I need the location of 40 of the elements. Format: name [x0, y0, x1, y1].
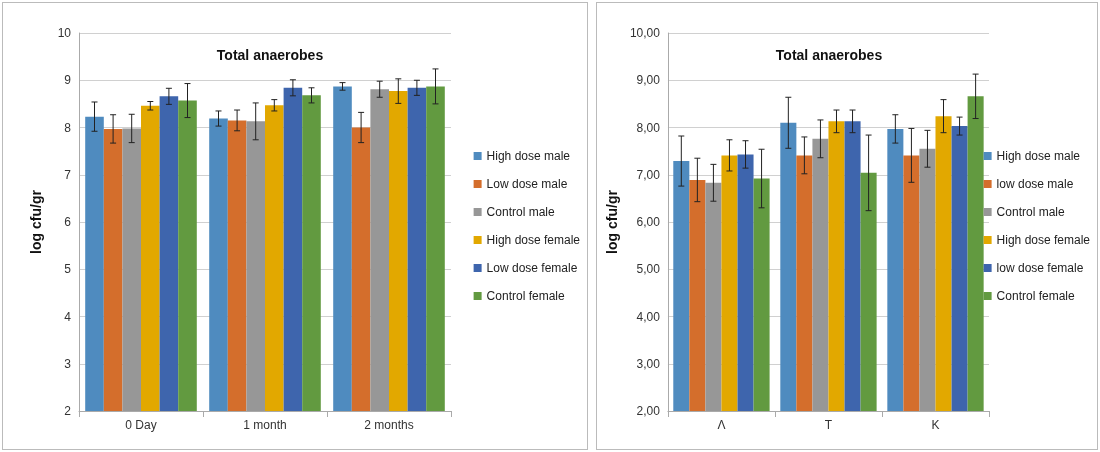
- x-tick-label: K: [931, 418, 940, 432]
- legend-label: low dose female: [996, 261, 1084, 275]
- y-tick-label: 3: [64, 356, 72, 371]
- x-tick-label: T: [824, 418, 833, 432]
- legend-label: High dose female: [486, 233, 581, 247]
- x-tick-label: 1 month: [243, 418, 287, 432]
- legend-label: High dose female: [996, 233, 1091, 247]
- y-tick-label: 8,00: [636, 120, 661, 135]
- legend-label: Control female: [996, 289, 1075, 303]
- y-tick-label: 8: [64, 120, 72, 135]
- y-tick-label: 9,00: [636, 73, 661, 88]
- y-tick-label: 5,00: [636, 262, 661, 277]
- y-tick-label: 10: [57, 26, 72, 40]
- legend-label: Control male: [996, 205, 1065, 219]
- y-tick-label: 10,00: [629, 26, 661, 40]
- y-axis-title: log cfu/gr: [604, 189, 620, 254]
- y-tick-label: 6: [64, 215, 72, 229]
- x-tick-label: Λ: [717, 418, 726, 432]
- legend-label: High dose male: [486, 149, 571, 163]
- x-tick-label: 2 months: [364, 418, 414, 432]
- y-tick-label: 4,00: [636, 309, 661, 324]
- x-tick-label: 0 Day: [125, 418, 157, 432]
- y-tick-label: 7,00: [636, 167, 661, 182]
- y-tick-label: 5: [64, 262, 72, 277]
- y-tick-label: 7: [64, 167, 72, 182]
- legend-label: Low dose male: [486, 177, 568, 191]
- y-tick-label: 6,00: [636, 215, 661, 229]
- legend-label: High dose male: [996, 149, 1081, 163]
- text: Total anaerobes: [216, 47, 324, 63]
- legend-label: Control female: [486, 289, 565, 303]
- legend-label: low dose male: [996, 177, 1074, 191]
- y-tick-label: 4: [64, 309, 72, 324]
- y-tick-label: 2,00: [636, 404, 661, 418]
- y-axis-title: log cfu/gr: [28, 189, 44, 254]
- text: Total anaerobes: [775, 47, 883, 63]
- y-tick-label: 9: [64, 73, 72, 88]
- y-tick-label: 3,00: [636, 356, 661, 371]
- legend-label: Control male: [486, 205, 555, 219]
- y-tick-label: 2: [64, 404, 72, 418]
- legend-label: Low dose female: [486, 261, 578, 275]
